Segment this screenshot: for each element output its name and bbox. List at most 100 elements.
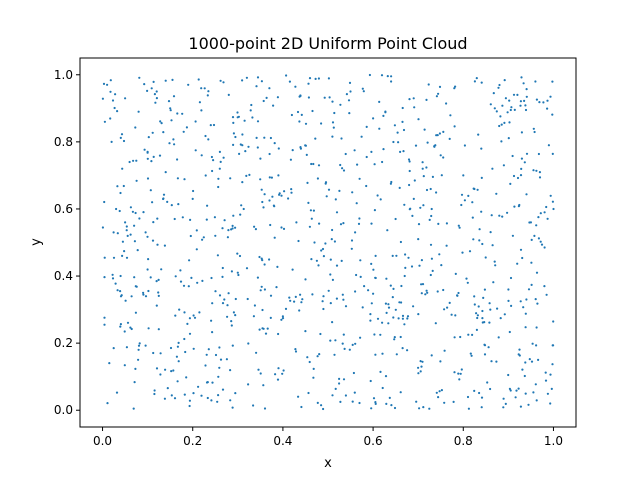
scatter-point xyxy=(489,387,492,391)
scatter-point xyxy=(509,276,513,280)
scatter-point xyxy=(249,109,252,112)
scatter-point xyxy=(152,80,155,83)
scatter-point xyxy=(389,182,392,185)
scatter-point xyxy=(146,157,149,160)
scatter-point xyxy=(119,290,122,293)
scatter-point xyxy=(166,387,169,390)
scatter-point xyxy=(331,321,334,324)
scatter-point xyxy=(329,302,332,305)
scatter-point xyxy=(109,90,112,93)
scatter-point xyxy=(200,87,203,90)
scatter-point xyxy=(120,294,123,297)
scatter-point xyxy=(401,317,404,320)
scatter-point xyxy=(468,250,472,253)
scatter-point xyxy=(334,339,337,342)
scatter-point xyxy=(525,193,528,196)
scatter-point xyxy=(518,354,521,357)
scatter-point xyxy=(532,127,535,130)
scatter-point xyxy=(471,201,474,204)
scatter-point xyxy=(125,256,129,259)
scatter-point xyxy=(551,113,554,116)
y-tick-label: 0.2 xyxy=(54,336,73,350)
scatter-point xyxy=(537,152,541,156)
scatter-point xyxy=(471,216,474,219)
scatter-point xyxy=(294,348,297,351)
scatter-point xyxy=(150,160,153,163)
scatter-point xyxy=(112,256,116,259)
scatter-point xyxy=(124,97,127,100)
scatter-point xyxy=(238,152,241,155)
scatter-point xyxy=(314,137,317,140)
scatter-point xyxy=(533,234,536,237)
scatter-point xyxy=(421,360,424,363)
scatter-point xyxy=(129,326,132,329)
scatter-point xyxy=(123,364,126,367)
scatter-point xyxy=(403,203,406,206)
scatter-point xyxy=(206,396,209,400)
scatter-point xyxy=(259,157,262,160)
scatter-point xyxy=(402,150,405,153)
scatter-point xyxy=(354,290,357,293)
scatter-point xyxy=(382,148,385,151)
scatter-point xyxy=(431,269,434,272)
scatter-point xyxy=(188,317,191,320)
scatter-point xyxy=(348,81,352,84)
scatter-point xyxy=(221,275,224,278)
scatter-point xyxy=(149,189,152,192)
scatter-point xyxy=(147,327,150,330)
scatter-point xyxy=(438,132,441,135)
scatter-point xyxy=(179,280,183,283)
scatter-point xyxy=(174,275,177,278)
scatter-point xyxy=(353,149,356,152)
scatter-point xyxy=(467,194,470,197)
scatter-point xyxy=(506,211,509,214)
scatter-point xyxy=(483,353,487,356)
x-tick-label: 0.2 xyxy=(183,434,202,448)
scatter-point xyxy=(147,136,150,139)
scatter-point xyxy=(189,234,192,238)
scatter-point xyxy=(122,184,125,188)
scatter-point xyxy=(317,77,320,80)
scatter-point xyxy=(542,101,545,104)
scatter-point xyxy=(242,207,245,211)
scatter-point xyxy=(146,151,149,154)
scatter-point xyxy=(442,288,445,292)
scatter-point xyxy=(262,99,265,103)
scatter-point xyxy=(387,322,390,325)
scatter-point xyxy=(535,399,538,402)
scatter-point xyxy=(236,271,239,274)
scatter-point xyxy=(218,167,221,170)
scatter-point xyxy=(237,115,240,118)
scatter-point xyxy=(304,278,307,281)
scatter-point xyxy=(395,254,398,257)
scatter-point xyxy=(362,90,365,93)
scatter-point xyxy=(200,394,203,397)
scatter-point xyxy=(355,202,358,205)
scatter-point xyxy=(391,254,394,257)
scatter-point xyxy=(306,356,309,359)
scatter-point xyxy=(538,176,542,179)
scatter-point xyxy=(342,298,345,301)
scatter-point xyxy=(430,257,433,260)
scatter-point xyxy=(179,269,182,272)
scatter-point xyxy=(299,146,302,149)
scatter-point xyxy=(392,287,395,290)
scatter-point xyxy=(185,376,188,379)
scatter-point xyxy=(322,407,325,411)
scatter-point xyxy=(297,239,300,243)
scatter-point xyxy=(384,302,387,305)
scatter-point xyxy=(520,131,524,134)
scatter-point xyxy=(457,372,460,375)
scatter-point xyxy=(258,255,261,259)
scatter-point xyxy=(114,93,117,96)
scatter-point xyxy=(473,389,476,392)
scatter-point xyxy=(477,133,480,136)
scatter-point xyxy=(525,152,529,155)
scatter-point xyxy=(408,183,411,187)
scatter-point xyxy=(155,90,158,93)
scatter-point xyxy=(507,373,510,377)
scatter-point xyxy=(401,106,404,110)
scatter-point xyxy=(187,285,190,288)
scatter-point xyxy=(434,322,437,325)
